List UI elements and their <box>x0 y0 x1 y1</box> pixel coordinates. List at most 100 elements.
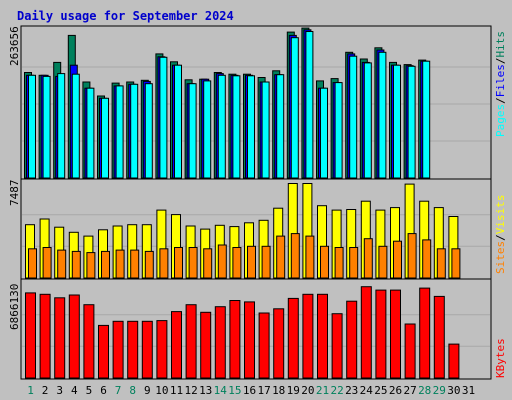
kbytes-bar <box>39 293 51 379</box>
kbytes-bar <box>244 301 255 379</box>
sites-bar <box>42 247 52 279</box>
sites-bar <box>378 245 388 279</box>
pages-bar <box>203 80 212 179</box>
day-label: 25 <box>374 384 387 397</box>
day-label: 2 <box>42 384 49 397</box>
pages-bar <box>86 87 95 179</box>
bottom-legend: KBytes <box>494 338 507 378</box>
kbytes-bar <box>54 297 66 379</box>
sites-bar <box>261 245 271 279</box>
kbytes-bar <box>141 320 153 379</box>
day-label: 8 <box>129 384 136 397</box>
sites-bar <box>290 233 300 279</box>
day-label: 31 <box>462 384 475 397</box>
kbytes-bar <box>229 300 241 379</box>
legend-files: Files <box>494 64 507 97</box>
sites-bar <box>130 249 140 279</box>
sites-bar <box>159 248 169 279</box>
kbytes-bar <box>83 304 95 379</box>
legend-pages: Pages <box>494 104 507 137</box>
pages-bar <box>115 85 124 179</box>
sites-bar <box>71 250 81 279</box>
pages-bar <box>217 74 226 179</box>
sites-bar <box>320 245 329 279</box>
kbytes-bar <box>390 289 401 379</box>
day-label: 4 <box>71 384 78 397</box>
pages-bar <box>349 55 358 179</box>
day-label: 16 <box>243 384 256 397</box>
middle-ymax-label: 7487 <box>8 180 21 207</box>
pages-bar <box>422 60 431 179</box>
pages-bar <box>378 51 387 179</box>
legend-kbytes: KBytes <box>494 338 507 378</box>
kbytes-bar <box>171 311 182 379</box>
sites-bar <box>144 250 154 279</box>
kbytes-bar <box>185 304 197 379</box>
sites-bar <box>57 249 67 279</box>
top-legend: Pages/Files/Hits <box>494 31 507 137</box>
middle-legend: Sites/Visits <box>494 195 507 275</box>
pages-bar <box>232 75 241 179</box>
kbytes-bar <box>200 311 212 379</box>
kbytes-bar <box>317 293 328 379</box>
kbytes-bar <box>433 295 445 379</box>
day-label: 22 <box>330 384 343 397</box>
day-label: 21 <box>316 384 329 397</box>
legend-sites: Sites <box>494 241 507 274</box>
bars <box>24 27 461 379</box>
day-label: 13 <box>199 384 212 397</box>
kbytes-bar <box>375 289 387 379</box>
sites-bar <box>115 249 125 279</box>
day-label: 11 <box>170 384 183 397</box>
sites-bar <box>217 244 227 279</box>
day-label: 26 <box>389 384 402 397</box>
kbytes-bar <box>68 294 80 379</box>
legend-visits: Visits <box>494 195 507 235</box>
pages-bar <box>42 75 51 179</box>
kbytes-bar <box>273 308 285 379</box>
pages-bar <box>188 83 197 179</box>
pages-bar <box>174 64 182 179</box>
pages-bar <box>393 64 401 179</box>
day-label: 20 <box>301 384 314 397</box>
pages-bar <box>261 81 270 179</box>
sites-bar <box>349 247 359 279</box>
pages-bar <box>290 37 299 179</box>
kbytes-bar <box>419 287 431 379</box>
sites-bar <box>451 248 461 279</box>
day-label: 7 <box>115 384 122 397</box>
kbytes-bar <box>346 300 358 379</box>
kbytes-bar <box>287 297 299 379</box>
kbytes-bar <box>404 323 416 379</box>
sites-bar <box>188 247 198 279</box>
day-label: 1 <box>27 384 34 397</box>
sites-bar <box>247 245 256 279</box>
day-label: 12 <box>184 384 197 397</box>
kbytes-bar <box>258 312 270 379</box>
day-label: 23 <box>345 384 358 397</box>
pages-bar <box>276 74 285 179</box>
pages-bar <box>144 83 153 179</box>
sites-bar <box>174 247 183 279</box>
sites-bar <box>436 248 446 279</box>
sites-bar <box>393 240 402 279</box>
kbytes-bar <box>156 320 168 379</box>
sites-bar <box>276 235 286 279</box>
day-labels: 1 2 3 4 5 6 7 8 9 10 11 12 13 14 15 16 17 18 19 20 21 22 23 24 2… <box>27 384 475 397</box>
kbytes-bar <box>98 324 109 379</box>
kbytes-bar <box>214 306 226 379</box>
pages-bar <box>305 31 314 179</box>
pages-bar <box>320 87 328 179</box>
sites-bar <box>334 247 344 279</box>
pages-bar <box>28 74 36 179</box>
day-label: 29 <box>433 384 446 397</box>
bottom-panel-frame <box>20 278 492 380</box>
kbytes-bar <box>25 292 36 379</box>
chart-title: Daily usage for September 2024 <box>17 9 234 23</box>
pages-bar <box>407 65 416 179</box>
day-label: 6 <box>100 384 107 397</box>
sites-bar <box>363 238 373 279</box>
day-label: 27 <box>403 384 416 397</box>
day-label: 14 <box>214 384 228 397</box>
